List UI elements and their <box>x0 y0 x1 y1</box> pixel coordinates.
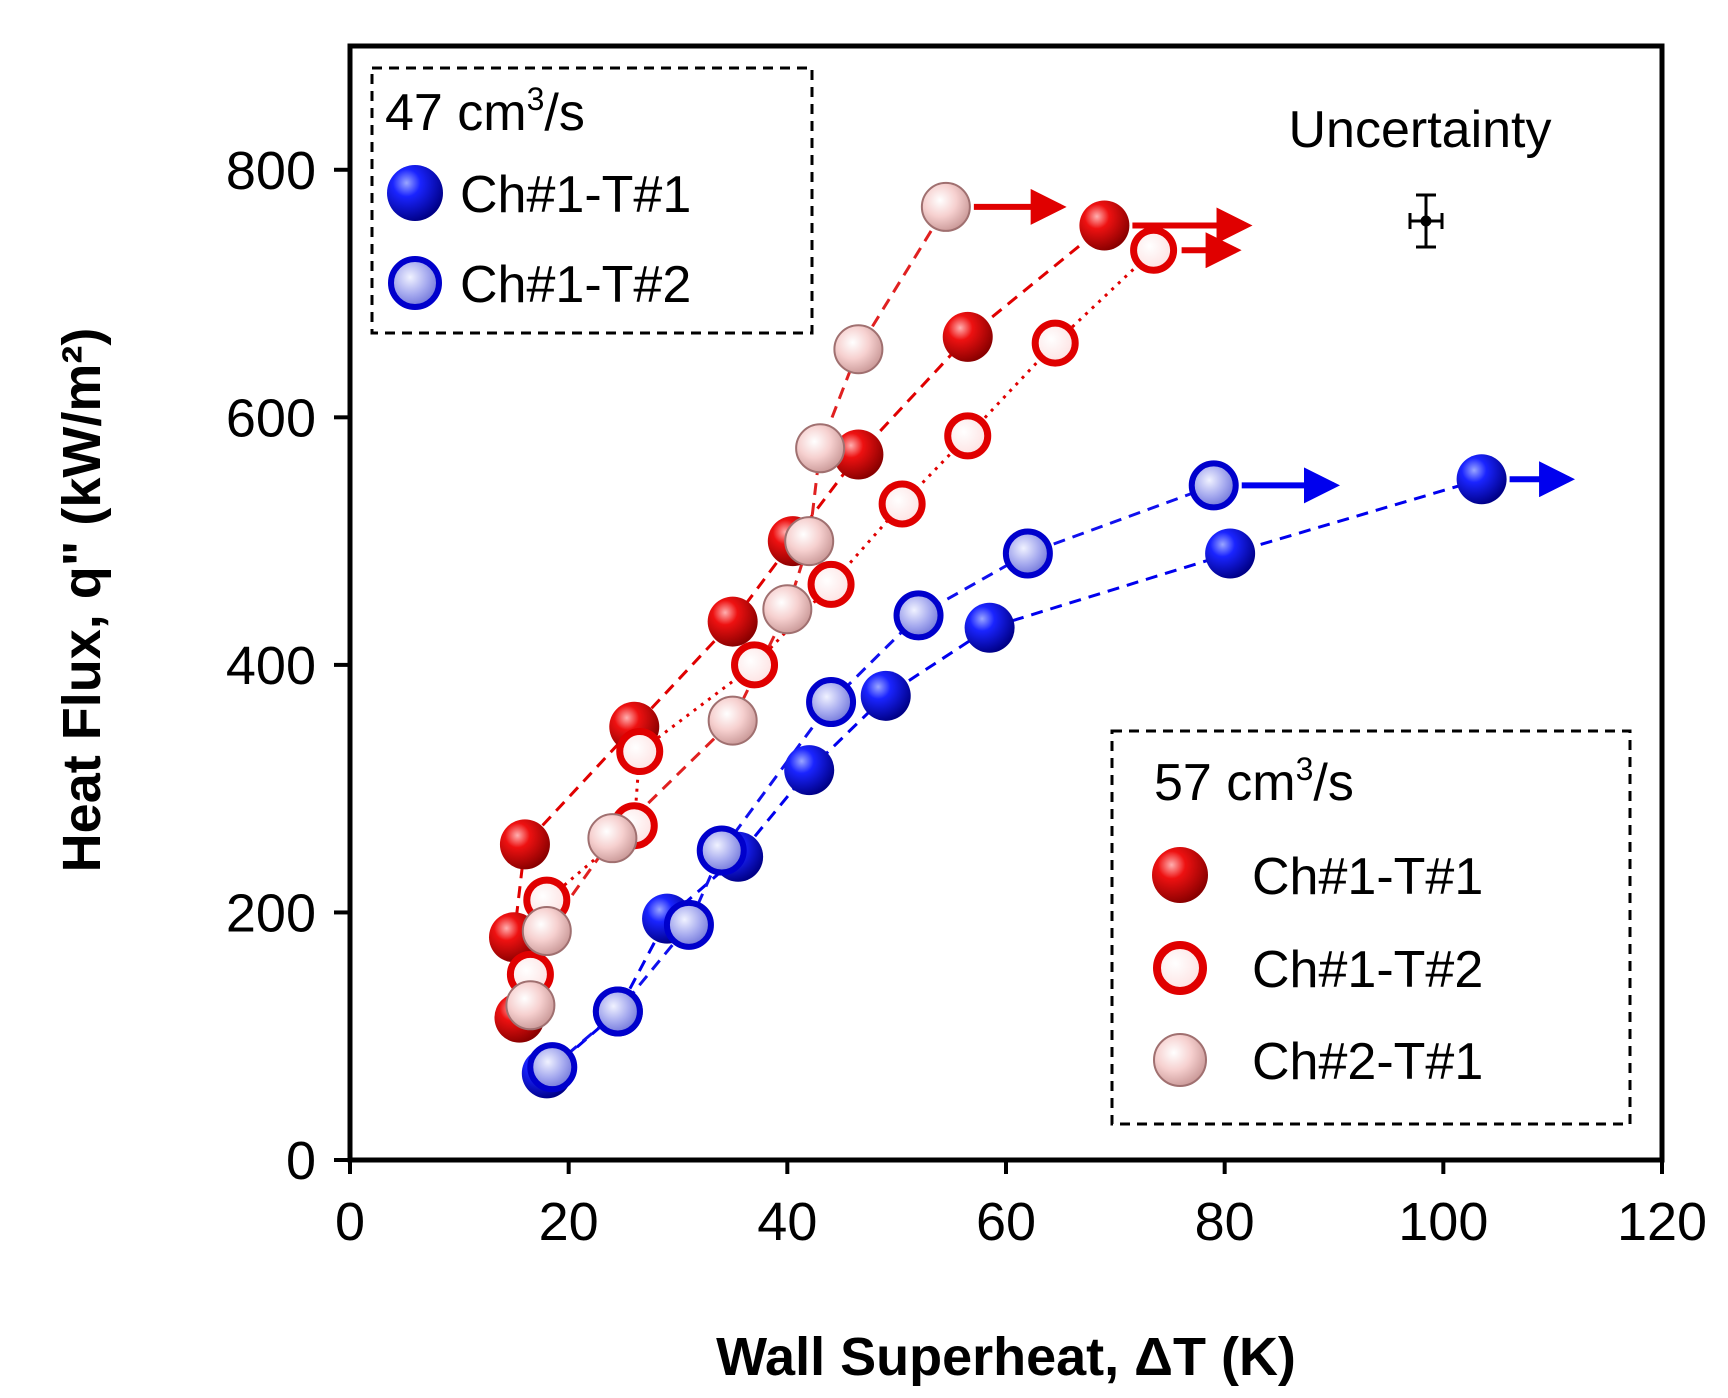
point-p-57-c2 <box>505 980 556 1031</box>
point-p-57-c2 <box>784 516 835 567</box>
legend-57-title: 57 cm3/s <box>1154 751 1354 812</box>
series-line-r-57-t1 <box>512 224 1106 1018</box>
point-r-57-t2 <box>1031 319 1079 367</box>
x-axis-title: Wall Superheat, ΔT (K) <box>716 1327 1296 1387</box>
point-b-47-t2 <box>806 677 857 728</box>
legend-57-t2-label: Ch#1-T#2 <box>1252 941 1483 999</box>
point-p-57-c2 <box>920 181 971 232</box>
legend-57-c2-label: Ch#2-T#1 <box>1252 1033 1483 1091</box>
legend-57-t2-marker <box>1153 941 1207 995</box>
point-b-47-t2 <box>696 825 747 876</box>
point-r-57-t1 <box>1079 200 1130 251</box>
point-b-47-t2 <box>1188 460 1239 511</box>
legend-47-t1-marker <box>387 165 443 221</box>
censored-arrows <box>973 188 1576 504</box>
y-tick-label: 400 <box>226 636 316 696</box>
point-r-57-t1 <box>942 311 993 362</box>
point-r-57-t2 <box>616 728 664 776</box>
point-p-57-c2 <box>762 584 813 635</box>
x-tick-label: 20 <box>539 1192 599 1252</box>
point-r-57-t1 <box>833 429 884 480</box>
point-b-47-t2 <box>663 899 714 950</box>
uncertainty-error-bar <box>1408 193 1444 249</box>
point-r-57-t2 <box>807 560 855 608</box>
point-b-47-t1 <box>1205 528 1256 579</box>
legend-47-box <box>370 66 814 335</box>
point-p-57-c2 <box>707 695 758 746</box>
legend-57-t1-label: Ch#1-T#1 <box>1252 848 1483 906</box>
point-b-47-t1 <box>784 745 835 796</box>
point-p-57-c2 <box>833 324 884 375</box>
point-r-57-t2 <box>878 480 926 528</box>
legend-47: 47 cm3/s Ch#1-T#1 Ch#1-T#2 <box>370 66 814 335</box>
x-tick-label: 100 <box>1398 1192 1488 1252</box>
point-b-47-t1 <box>1456 454 1507 505</box>
point-p-57-c2 <box>521 906 572 957</box>
point-b-47-t1 <box>964 602 1015 653</box>
point-r-57-t1 <box>499 819 550 870</box>
point-p-57-c2 <box>587 813 638 864</box>
series-line-r-57-t2 <box>528 249 1155 975</box>
x-tick-label: 80 <box>1195 1192 1255 1252</box>
y-tick-label: 600 <box>226 388 316 448</box>
point-b-47-t1 <box>860 670 911 721</box>
x-tick-label: 0 <box>335 1192 365 1252</box>
data-markers <box>489 181 1507 1099</box>
uncertainty-label: Uncertainty <box>1289 101 1552 159</box>
legend-57: 57 cm3/s Ch#1-T#1 Ch#1-T#2 Ch#2-T#1 <box>1110 729 1632 1126</box>
point-r-57-t2 <box>731 641 779 689</box>
point-r-57-t2 <box>1130 226 1178 274</box>
y-axis-title: Heat Flux, q" (kW/m²) <box>52 328 112 873</box>
point-r-57-t1 <box>707 596 758 647</box>
x-tick-label: 60 <box>976 1192 1036 1252</box>
legend-47-t2-marker <box>388 256 442 310</box>
point-p-57-c2 <box>795 423 846 474</box>
axis-ticks: 0 20 40 60 80 100 120 0 200 400 600 800 <box>226 141 1707 1252</box>
legend-47-t1-label: Ch#1-T#1 <box>460 166 691 224</box>
point-r-57-t2 <box>944 412 992 460</box>
y-tick-label: 800 <box>226 141 316 201</box>
legend-57-t1-marker <box>1152 847 1208 903</box>
legend-47-t2-label: Ch#1-T#2 <box>460 256 691 314</box>
point-b-47-t2 <box>1002 528 1053 579</box>
x-tick-label: 120 <box>1617 1192 1707 1252</box>
legend-47-title: 47 cm3/s <box>385 81 585 142</box>
point-b-47-t2 <box>893 590 944 641</box>
point-b-47-t2 <box>592 986 643 1037</box>
legend-57-c2-marker <box>1153 1033 1207 1087</box>
y-tick-label: 200 <box>226 883 316 943</box>
point-b-47-t2 <box>527 1042 578 1093</box>
x-tick-label: 40 <box>757 1192 817 1252</box>
y-tick-label: 0 <box>286 1131 316 1191</box>
